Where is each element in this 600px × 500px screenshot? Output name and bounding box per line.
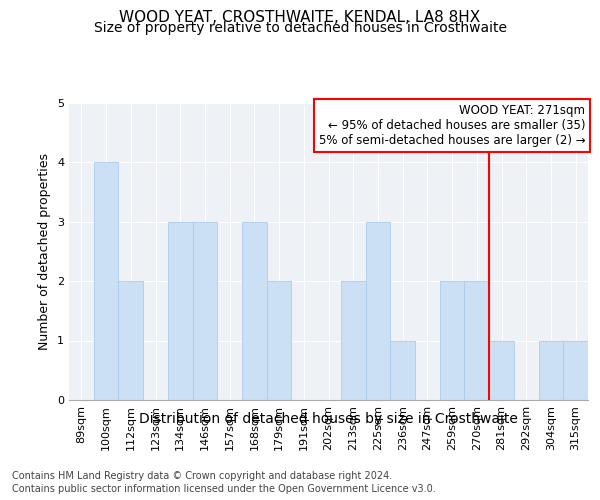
Text: WOOD YEAT, CROSTHWAITE, KENDAL, LA8 8HX: WOOD YEAT, CROSTHWAITE, KENDAL, LA8 8HX: [119, 10, 481, 25]
Bar: [489, 340, 514, 400]
Bar: [539, 340, 563, 400]
Bar: [118, 281, 143, 400]
Bar: [390, 340, 415, 400]
Bar: [94, 162, 118, 400]
Bar: [193, 222, 217, 400]
Bar: [440, 281, 464, 400]
Y-axis label: Number of detached properties: Number of detached properties: [38, 153, 52, 350]
Bar: [365, 222, 390, 400]
Bar: [464, 281, 489, 400]
Text: Size of property relative to detached houses in Crosthwaite: Size of property relative to detached ho…: [94, 21, 506, 35]
Bar: [168, 222, 193, 400]
Text: Contains public sector information licensed under the Open Government Licence v3: Contains public sector information licen…: [12, 484, 436, 494]
Text: Contains HM Land Registry data © Crown copyright and database right 2024.: Contains HM Land Registry data © Crown c…: [12, 471, 392, 481]
Bar: [242, 222, 267, 400]
Text: WOOD YEAT: 271sqm
← 95% of detached houses are smaller (35)
5% of semi-detached : WOOD YEAT: 271sqm ← 95% of detached hous…: [319, 104, 586, 147]
Bar: [267, 281, 292, 400]
Bar: [341, 281, 365, 400]
Bar: [563, 340, 588, 400]
Text: Distribution of detached houses by size in Crosthwaite: Distribution of detached houses by size …: [139, 412, 518, 426]
